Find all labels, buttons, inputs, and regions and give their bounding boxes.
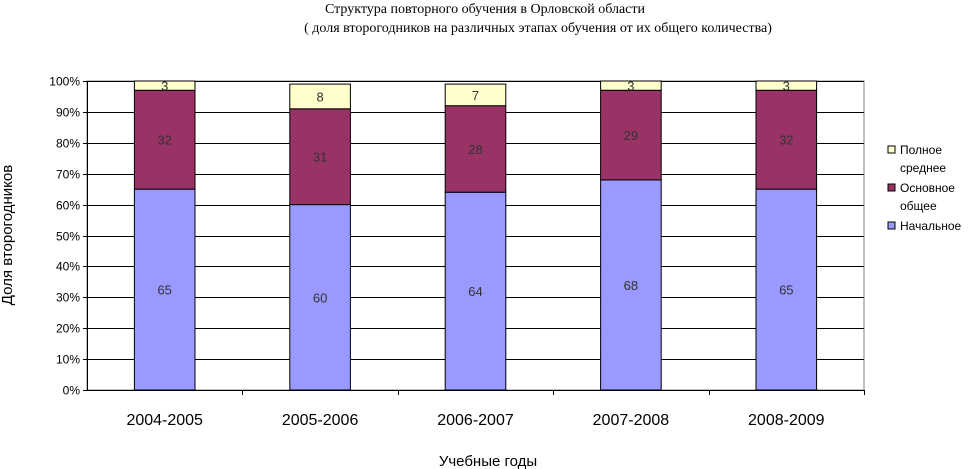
- plot-area: 0% 10% 20% 30% 40% 50% 60% 70% 80% 90% 100% 65 32 3 20…: [49, 75, 865, 429]
- data-label: 65: [779, 283, 793, 298]
- x-tick-label: 2007-2008: [593, 412, 670, 429]
- legend-label: среднее: [900, 161, 946, 175]
- data-label: 60: [313, 290, 327, 305]
- y-tick-label: 40%: [56, 260, 80, 274]
- bar-segment-1: [444, 191, 507, 391]
- data-label: 32: [157, 133, 171, 148]
- legend-swatch-1: [887, 145, 896, 154]
- x-tick-label: 2006-2007: [437, 412, 514, 429]
- y-tick-label: 30%: [56, 291, 80, 305]
- bar-segment-2: [444, 105, 507, 193]
- data-label: 3: [161, 79, 168, 94]
- bar-segment-2: [755, 89, 818, 190]
- data-label: 3: [627, 79, 634, 94]
- y-tick-label: 80%: [56, 137, 80, 151]
- legend: Полное среднее Основное общее Начальное: [887, 143, 962, 233]
- bar-segment-1: [600, 179, 662, 391]
- legend-label: Основное: [900, 181, 955, 195]
- bar-segment-1: [755, 188, 818, 391]
- data-label: 29: [624, 128, 638, 143]
- chart-subtitle: ( доля второгодников на различных этапах…: [304, 21, 772, 36]
- legend-label: общее: [900, 199, 937, 213]
- legend-swatch-3: [887, 221, 896, 230]
- legend-label: Начальное: [900, 219, 962, 233]
- legend-swatch-2: [887, 183, 896, 192]
- y-tick-label: 0%: [63, 384, 81, 398]
- bar-segment-1: [133, 188, 196, 391]
- x-tick-label: 2008-2009: [748, 412, 825, 429]
- bar-segment-3: [600, 80, 662, 91]
- data-label: 28: [468, 142, 482, 157]
- y-tick-label: 50%: [56, 230, 80, 244]
- y-tick-label: 10%: [56, 353, 80, 367]
- x-axis-label: Учебные годы: [439, 453, 537, 469]
- bar-segment-2: [133, 89, 196, 190]
- bar-segment-1: [289, 204, 351, 391]
- data-label: 68: [624, 278, 638, 293]
- data-label: 3: [783, 79, 790, 94]
- bar-segment-3: [444, 83, 507, 107]
- x-tick-label: 2005-2006: [282, 412, 359, 429]
- bar-segment-2: [600, 89, 662, 181]
- y-tick-label: 60%: [56, 199, 80, 213]
- chart-title: Структура повторного обучения в Орловско…: [325, 2, 646, 17]
- y-tick-label: 70%: [56, 168, 80, 182]
- y-tick-label: 100%: [49, 75, 80, 89]
- x-tick-label: 2004-2005: [126, 412, 203, 429]
- data-label: 64: [468, 284, 482, 299]
- data-label: 31: [313, 150, 327, 165]
- data-label: 7: [472, 88, 479, 103]
- data-label: 32: [779, 133, 793, 148]
- bar-segment-3: [133, 80, 196, 91]
- data-label: 8: [316, 89, 323, 104]
- bar-segment-3: [755, 80, 818, 91]
- data-label: 65: [157, 283, 171, 298]
- legend-label: Полное: [900, 143, 942, 157]
- y-tick-label: 90%: [56, 106, 80, 120]
- bar-segment-3: [289, 83, 351, 110]
- y-axis-label: Доля второгодников: [0, 165, 16, 305]
- y-tick-label: 20%: [56, 322, 80, 336]
